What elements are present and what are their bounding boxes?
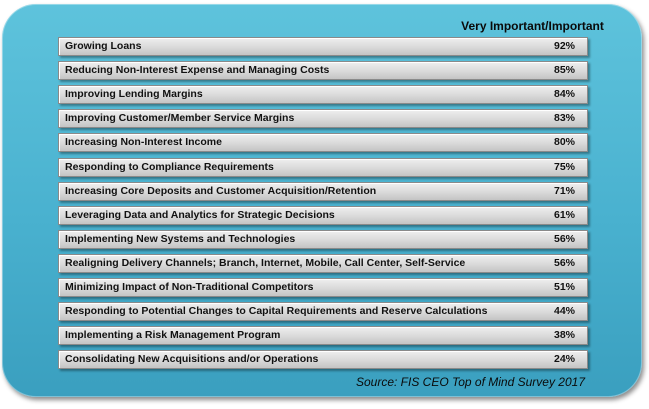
row-label: Increasing Non-Interest Income <box>65 136 222 148</box>
row-label: Reducing Non-Interest Expense and Managi… <box>65 64 330 76</box>
row-label: Leveraging Data and Analytics for Strate… <box>65 209 335 221</box>
row-label: Minimizing Impact of Non-Traditional Com… <box>65 281 314 293</box>
row-value: 56% <box>553 233 575 245</box>
table-row: Responding to Compliance Requirements 75% <box>58 158 588 177</box>
row-value: 61% <box>553 209 575 221</box>
table-row: Consolidating New Acquisitions and/or Op… <box>58 350 588 369</box>
table-row: Implementing New Systems and Technologie… <box>58 230 588 249</box>
row-value: 84% <box>553 88 575 100</box>
table-row: Growing Loans 92% <box>58 37 588 56</box>
table-row: Increasing Non-Interest Income 80% <box>58 133 588 152</box>
row-label: Consolidating New Acquisitions and/or Op… <box>65 353 319 365</box>
row-value: 85% <box>553 64 575 76</box>
row-label: Responding to Compliance Requirements <box>65 161 274 173</box>
row-label: Increasing Core Deposits and Customer Ac… <box>65 185 377 197</box>
row-label: Implementing a Risk Management Program <box>65 329 281 341</box>
table-row: Minimizing Impact of Non-Traditional Com… <box>58 278 588 297</box>
source-note: Source: FIS CEO Top of Mind Survey 2017 <box>355 375 585 389</box>
row-label: Responding to Potential Changes to Capit… <box>65 305 488 317</box>
table-row: Implementing a Risk Management Program 38… <box>58 326 588 345</box>
row-label: Improving Lending Margins <box>65 88 203 100</box>
row-value: 51% <box>553 281 575 293</box>
row-value: 38% <box>553 329 575 341</box>
table-row: Realigning Delivery Channels; Branch, In… <box>58 254 588 273</box>
table-row: Reducing Non-Interest Expense and Managi… <box>58 61 588 80</box>
table-row: Responding to Potential Changes to Capit… <box>58 302 588 321</box>
row-value: 24% <box>553 353 575 365</box>
row-value: 71% <box>553 185 575 197</box>
row-value: 83% <box>553 112 575 124</box>
table-row: Leveraging Data and Analytics for Strate… <box>58 206 588 225</box>
row-label: Realigning Delivery Channels; Branch, In… <box>65 257 466 269</box>
row-label: Implementing New Systems and Technologie… <box>65 233 296 245</box>
row-value: 75% <box>553 161 575 173</box>
table-row: Improving Customer/Member Service Margin… <box>58 109 588 128</box>
row-value: 56% <box>553 257 575 269</box>
table-row: Improving Lending Margins 84% <box>58 85 588 104</box>
row-value: 80% <box>553 136 575 148</box>
row-label: Improving Customer/Member Service Margin… <box>65 112 295 124</box>
column-header: Very Important/Important <box>461 19 604 33</box>
table-row: Increasing Core Deposits and Customer Ac… <box>58 182 588 201</box>
row-value: 92% <box>553 40 575 52</box>
row-label: Growing Loans <box>65 40 142 52</box>
row-value: 44% <box>553 305 575 317</box>
